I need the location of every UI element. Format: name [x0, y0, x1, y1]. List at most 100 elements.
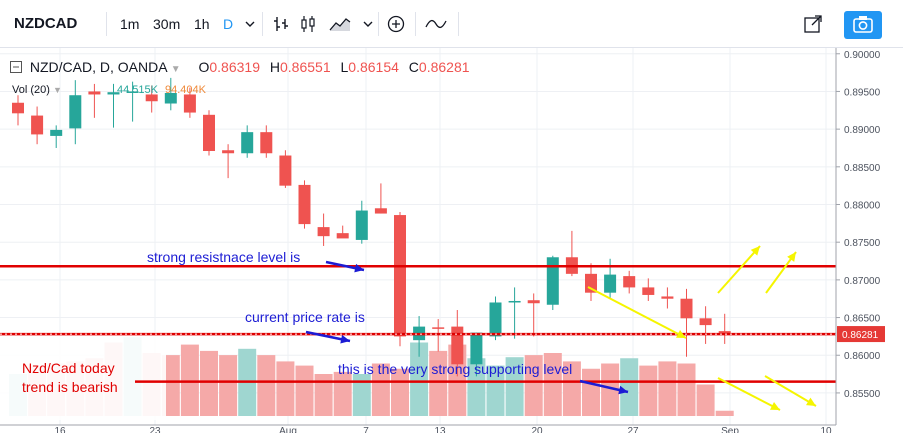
legend-close: 0.86281: [418, 59, 470, 75]
chevron-down-icon[interactable]: ▼: [170, 64, 181, 75]
toolbar-divider: [106, 12, 107, 36]
candle-body: [222, 150, 235, 154]
volume-value: 94.404K: [165, 84, 206, 96]
yellow-down-arrow-1: [717, 377, 781, 411]
candle-body: [88, 91, 101, 95]
yellow-up-arrow-1-head: [750, 246, 760, 256]
y-tick-label: 0.85500: [844, 389, 881, 400]
resistance-annotation: strong resistnace level is: [147, 249, 300, 265]
volume-bar: [715, 410, 734, 416]
volume-bar: [524, 355, 543, 416]
candle-body: [164, 92, 177, 104]
chevron-down-icon[interactable]: [358, 14, 378, 34]
chevron-down-icon[interactable]: [240, 14, 260, 34]
compare-wave-icon[interactable]: [424, 14, 448, 34]
area-chart-icon[interactable]: [328, 14, 352, 34]
volume-bar: [677, 363, 696, 416]
top-toolbar: NZDCAD 1m 30m 1h D: [0, 0, 903, 48]
legend-open: 0.86319: [209, 59, 260, 75]
toolbar-divider: [458, 12, 459, 36]
y-tick-label: 0.89500: [844, 87, 881, 98]
x-tick-label: 7: [363, 426, 369, 433]
candle-body: [336, 233, 349, 239]
candle-body: [470, 332, 483, 365]
candle-body: [298, 184, 311, 225]
toolbar-divider: [415, 12, 416, 36]
fullscreen-icon[interactable]: [803, 14, 823, 34]
interval-1h-button[interactable]: 1h: [194, 16, 210, 32]
volume-bar: [276, 361, 295, 416]
volume-bar: [486, 365, 505, 416]
interval-1m-button[interactable]: 1m: [120, 16, 140, 32]
candle-body: [241, 132, 254, 154]
toolbar-divider: [262, 12, 263, 36]
yellow-trend-arrow-head: [676, 329, 686, 338]
trend-annotation-line2: trend is bearish: [22, 379, 118, 395]
resistance-arrow-head: [354, 263, 364, 273]
candle-body: [260, 132, 273, 154]
volume-bar: [582, 368, 600, 416]
y-tick-label: 0.87000: [844, 276, 881, 287]
volume-bar: [601, 363, 620, 416]
x-tick-label: 16: [54, 426, 66, 433]
volume-bar: [429, 350, 448, 416]
candle-body: [432, 327, 445, 329]
x-tick-label: 23: [149, 426, 161, 433]
candle-body: [394, 215, 406, 337]
candle-body: [317, 227, 330, 237]
x-tick-label: 27: [627, 426, 639, 433]
legend-high-label: H: [269, 59, 280, 75]
legend-close-label: C: [408, 59, 419, 75]
price-chart[interactable]: 0.90000 0.89500 0.89000 0.88500 0.88000 0.875…: [0, 48, 903, 433]
candle-body: [355, 210, 368, 240]
current-price-tag: [837, 326, 885, 343]
y-tick-label: 0.88500: [844, 163, 881, 174]
legend-row: NZD/CAD, D, OANDA ▼ O0.86319 H0.86551 L0…: [10, 59, 470, 75]
candle-body: [527, 300, 540, 304]
yellow-down-arrow-2: [764, 375, 817, 407]
candle-body: [183, 94, 196, 113]
symbol-search-button[interactable]: NZDCAD: [14, 15, 78, 32]
candle-body: [279, 155, 292, 186]
candle-body: [661, 296, 674, 299]
current-price-arrow-head: [340, 334, 350, 344]
volume-bar: [639, 365, 658, 416]
volume-bar: [314, 374, 333, 416]
volume-bar: [371, 363, 390, 416]
chevron-down-icon[interactable]: ▼: [52, 85, 62, 95]
collapse-square-icon[interactable]: [10, 61, 22, 73]
interval-d-button[interactable]: D: [223, 16, 234, 32]
volume-bar: [410, 342, 429, 416]
volume-legend: Vol (20) ▼ 44.515K 94.404K: [12, 84, 206, 96]
candle-body: [12, 102, 24, 114]
volume-bar: [219, 355, 238, 416]
yellow-down-arrow-2-head: [806, 397, 816, 406]
y-tick-label: 0.86000: [844, 351, 881, 362]
candle-body: [508, 300, 521, 303]
volume-bar: [467, 358, 486, 416]
plus-circle-icon[interactable]: [386, 14, 406, 34]
candle-body: [145, 94, 158, 102]
candle-body: [604, 274, 617, 293]
volume-bar: [352, 374, 371, 416]
trend-annotation-line1: Nzd/Cad today: [22, 360, 115, 376]
candle-body: [69, 95, 82, 129]
volume-bar: [543, 353, 562, 416]
current-price-annotation: current price rate is: [245, 309, 365, 325]
interval-30m-button[interactable]: 30m: [153, 16, 181, 32]
candlestick-icon[interactable]: [298, 14, 318, 34]
support-annotation: this is the very strong supporting level: [338, 361, 572, 377]
legend-high: 0.86551: [280, 59, 331, 75]
legend-open-label: O: [198, 59, 210, 75]
support-arrow-head: [618, 385, 628, 395]
candle-body: [680, 298, 693, 319]
bar-chart-icon[interactable]: [272, 14, 292, 34]
volume-label: Vol (20): [12, 84, 50, 96]
candle-body: [642, 287, 655, 295]
candle-body: [489, 302, 502, 337]
snapshot-button[interactable]: [844, 11, 882, 39]
candle-body: [203, 114, 215, 151]
candle-body: [699, 318, 712, 326]
text-background-patch: [0, 332, 166, 420]
candle-body: [107, 92, 120, 95]
